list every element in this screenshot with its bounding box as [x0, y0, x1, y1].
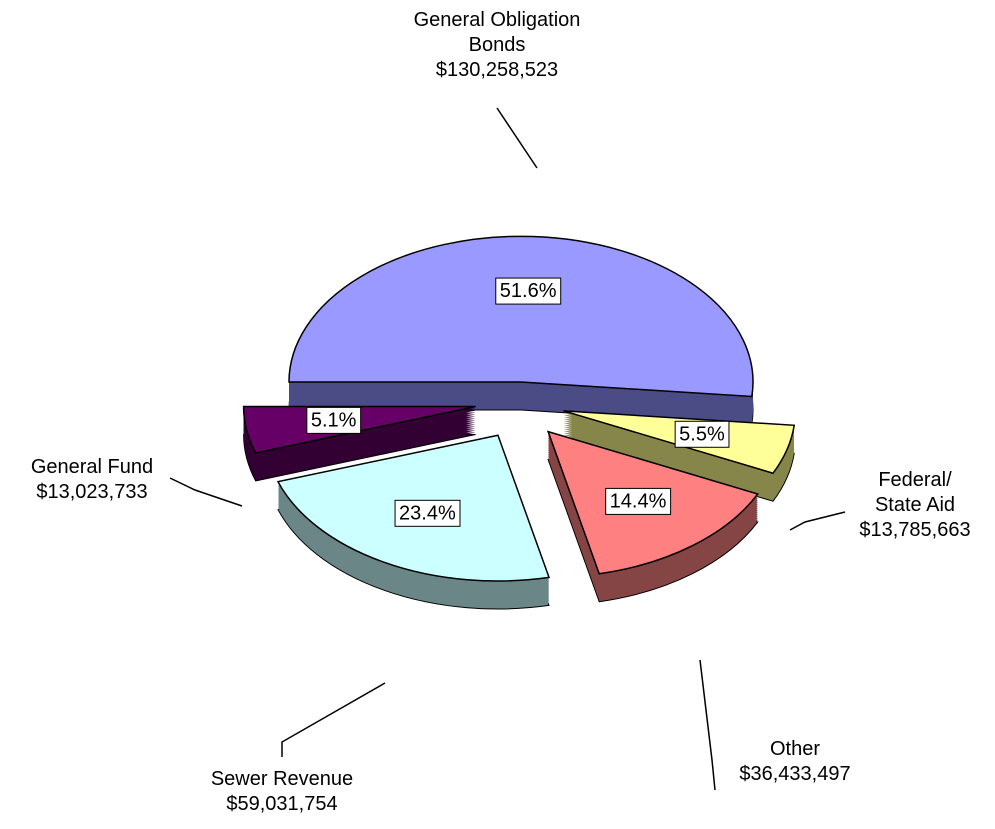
- percent-label: 5.1%: [311, 409, 357, 431]
- amount-label: $130,258,523: [435, 59, 559, 81]
- amount-label: $59,031,754: [226, 793, 338, 815]
- percent-labels: 51.6% 5.5% 14.4% 23.4% 5.1%: [306, 277, 730, 527]
- label: Sewer Revenue $59,031,754: [182, 767, 382, 817]
- percent-box: [674, 420, 730, 448]
- leader-line: [496, 107, 538, 169]
- leader-line: [281, 682, 386, 757]
- percent-label: 23.4%: [399, 502, 456, 524]
- amount-label: $36,433,497: [739, 763, 851, 785]
- leader-line: [789, 511, 846, 531]
- percent-box: [394, 499, 461, 527]
- category-label: General Obligation Bonds: [413, 9, 581, 56]
- percent-label: 5.5%: [679, 423, 725, 445]
- category-label: Other: [769, 738, 821, 760]
- category-label: Sewer Revenue: [210, 768, 354, 790]
- category-label: Federal/ State Aid: [874, 469, 956, 516]
- amount-label: $13,785,663: [859, 519, 971, 541]
- label: General Fund $13,023,733: [2, 455, 182, 505]
- leader-line: [169, 477, 243, 507]
- percent-label: 14.4%: [610, 490, 667, 512]
- category-label: General Fund: [30, 456, 154, 478]
- percent-label: 51.6%: [500, 280, 557, 302]
- amount-label: $13,023,733: [36, 481, 148, 503]
- label: General Obligation Bonds $130,258,523: [387, 8, 607, 83]
- percent-box: [605, 487, 672, 515]
- leader-line: [699, 659, 716, 791]
- label: Federal/ State Aid $13,785,663: [845, 468, 985, 543]
- percent-box: [495, 277, 562, 305]
- label: Other $36,433,497: [720, 737, 870, 787]
- percent-box: [306, 406, 362, 434]
- slice: [288, 235, 754, 398]
